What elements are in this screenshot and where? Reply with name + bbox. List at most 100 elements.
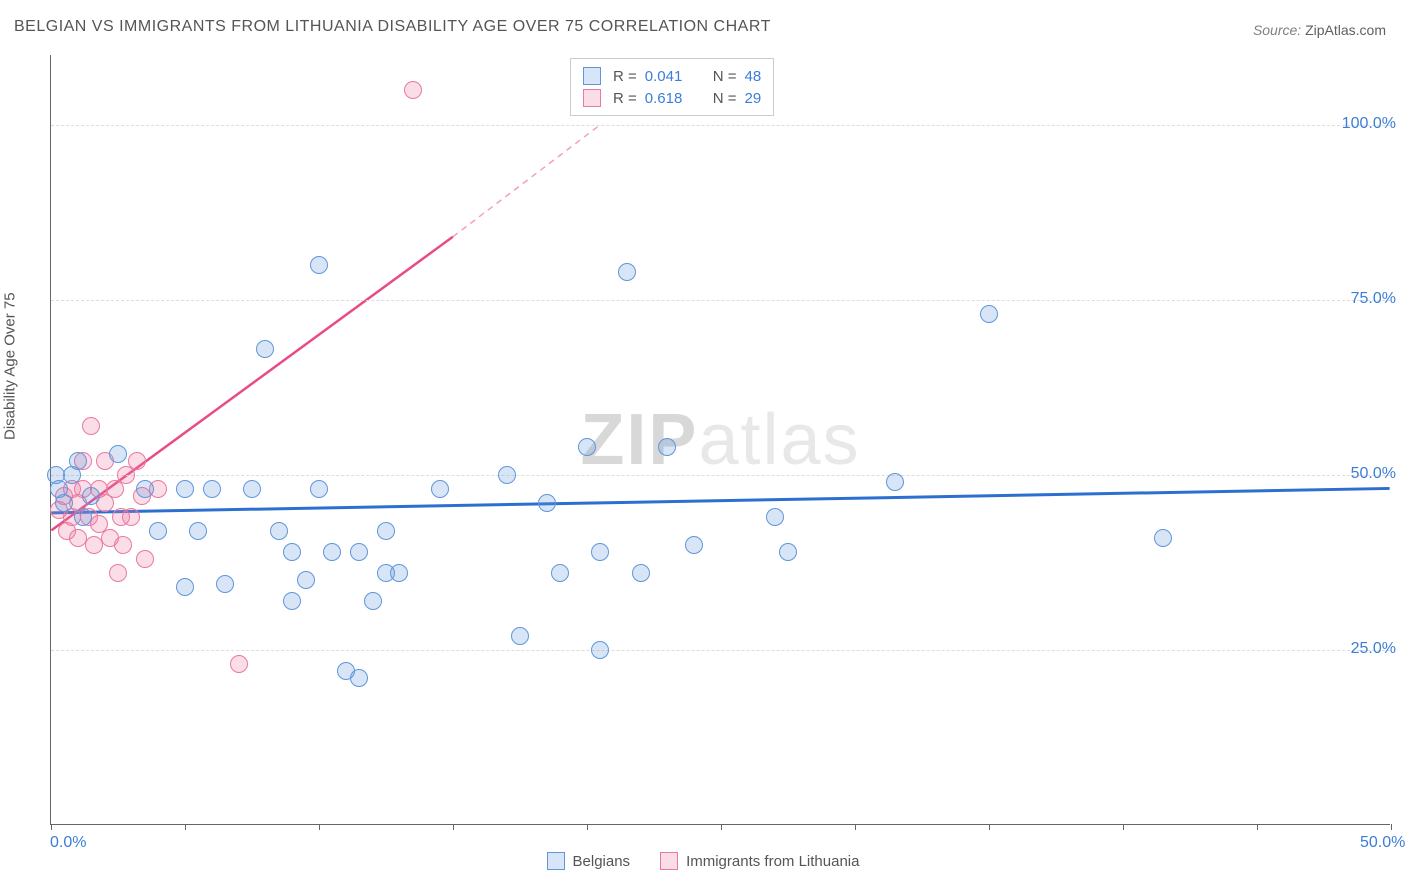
legend-item-belgians: Belgians <box>547 852 631 870</box>
scatter-point <box>886 473 904 491</box>
scatter-point <box>658 438 676 456</box>
n-label: N = <box>713 90 737 107</box>
bottom-legend: Belgians Immigrants from Lithuania <box>0 852 1406 870</box>
n-label: N = <box>713 68 737 85</box>
scatter-point <box>270 522 288 540</box>
scatter-point <box>980 305 998 323</box>
gridline <box>51 300 1390 301</box>
n-value-lithuania: 29 <box>745 90 762 107</box>
scatter-point <box>114 536 132 554</box>
scatter-point <box>122 508 140 526</box>
watermark: ZIPatlas <box>580 399 860 481</box>
scatter-point <box>189 522 207 540</box>
x-tick <box>453 824 454 830</box>
scatter-point <box>511 627 529 645</box>
x-tick-label: 50.0% <box>1360 834 1405 852</box>
scatter-point <box>149 522 167 540</box>
legend-item-lithuania: Immigrants from Lithuania <box>660 852 859 870</box>
x-tick <box>989 824 990 830</box>
watermark-atlas: atlas <box>698 400 860 480</box>
y-tick-label: 25.0% <box>1351 640 1396 658</box>
scatter-point <box>591 543 609 561</box>
scatter-point <box>364 592 382 610</box>
chart-container: BELGIAN VS IMMIGRANTS FROM LITHUANIA DIS… <box>0 0 1406 892</box>
scatter-point <box>216 575 234 593</box>
swatch-lithuania <box>583 89 601 107</box>
watermark-zip: ZIP <box>580 400 698 480</box>
r-label: R = <box>613 68 637 85</box>
scatter-point <box>390 564 408 582</box>
x-tick <box>721 824 722 830</box>
gridline <box>51 475 1390 476</box>
scatter-point <box>350 669 368 687</box>
scatter-point <box>1154 529 1172 547</box>
x-tick <box>1123 824 1124 830</box>
stats-row-belgians: R = 0.041 N = 48 <box>583 65 761 87</box>
scatter-point <box>404 81 422 99</box>
scatter-point <box>323 543 341 561</box>
swatch-belgians <box>547 852 565 870</box>
scatter-point <box>82 417 100 435</box>
x-tick <box>587 824 588 830</box>
scatter-point <box>578 438 596 456</box>
scatter-point <box>350 543 368 561</box>
scatter-point <box>109 564 127 582</box>
scatter-point <box>310 256 328 274</box>
scatter-point <box>55 494 73 512</box>
trend-lines-layer <box>51 55 1390 824</box>
gridline <box>51 125 1390 126</box>
scatter-point <box>243 480 261 498</box>
scatter-point <box>283 543 301 561</box>
chart-title: BELGIAN VS IMMIGRANTS FROM LITHUANIA DIS… <box>14 18 771 36</box>
scatter-point <box>498 466 516 484</box>
scatter-point <box>377 522 395 540</box>
source-attribution: Source: ZipAtlas.com <box>1253 22 1386 38</box>
scatter-point <box>176 480 194 498</box>
r-value-lithuania: 0.618 <box>645 90 695 107</box>
plot-area: ZIPatlas <box>50 55 1390 825</box>
scatter-point <box>685 536 703 554</box>
scatter-point <box>431 480 449 498</box>
swatch-lithuania <box>660 852 678 870</box>
scatter-point <box>128 452 146 470</box>
scatter-point <box>230 655 248 673</box>
scatter-point <box>69 452 87 470</box>
scatter-point <box>176 578 194 596</box>
scatter-point <box>632 564 650 582</box>
trend-line <box>453 125 600 237</box>
legend-label-lithuania: Immigrants from Lithuania <box>686 853 859 870</box>
scatter-point <box>47 466 65 484</box>
x-tick <box>51 824 52 830</box>
legend-label-belgians: Belgians <box>573 853 631 870</box>
gridline <box>51 650 1390 651</box>
scatter-point <box>591 641 609 659</box>
stats-row-lithuania: R = 0.618 N = 29 <box>583 87 761 109</box>
y-axis-label: Disability Age Over 75 <box>2 292 19 440</box>
scatter-point <box>551 564 569 582</box>
y-tick-label: 50.0% <box>1351 465 1396 483</box>
r-label: R = <box>613 90 637 107</box>
y-tick-label: 75.0% <box>1351 290 1396 308</box>
scatter-point <box>256 340 274 358</box>
x-tick <box>1391 824 1392 830</box>
scatter-point <box>203 480 221 498</box>
x-tick <box>185 824 186 830</box>
source-label: Source: <box>1253 22 1301 38</box>
scatter-point <box>310 480 328 498</box>
scatter-point <box>74 508 92 526</box>
source-value: ZipAtlas.com <box>1305 22 1386 38</box>
scatter-point <box>82 487 100 505</box>
scatter-point <box>109 445 127 463</box>
x-tick <box>855 824 856 830</box>
scatter-point <box>779 543 797 561</box>
scatter-point <box>618 263 636 281</box>
x-tick-label: 0.0% <box>50 834 86 852</box>
x-tick <box>319 824 320 830</box>
scatter-point <box>283 592 301 610</box>
scatter-point <box>297 571 315 589</box>
x-tick <box>1257 824 1258 830</box>
y-tick-label: 100.0% <box>1342 115 1396 133</box>
scatter-point <box>136 550 154 568</box>
r-value-belgians: 0.041 <box>645 68 695 85</box>
swatch-belgians <box>583 67 601 85</box>
